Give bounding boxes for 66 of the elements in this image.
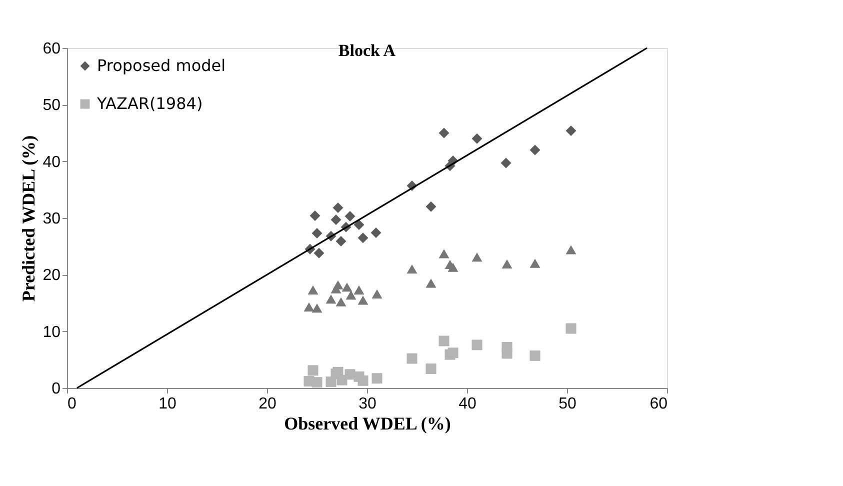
point [438, 336, 450, 346]
point [332, 202, 344, 214]
point [566, 125, 576, 136]
x-tick-label: 30 [358, 396, 376, 412]
point [406, 264, 418, 274]
point [358, 232, 368, 244]
point [358, 296, 368, 305]
point [308, 285, 318, 295]
x-tick-label: 40 [458, 396, 476, 412]
point [426, 363, 436, 374]
point [372, 289, 382, 298]
point [308, 365, 318, 376]
point [406, 353, 418, 364]
point [502, 348, 512, 359]
point [326, 294, 336, 304]
x-axis-title: Observed WDEL (%) [284, 414, 451, 434]
chart-title: Block A [338, 41, 396, 60]
y-tick-label: 0 [52, 380, 61, 398]
point [472, 133, 482, 144]
point [354, 220, 364, 230]
point [502, 259, 512, 268]
point [336, 236, 346, 246]
point [438, 249, 450, 258]
point [314, 248, 324, 258]
point [312, 304, 322, 313]
point [358, 375, 368, 386]
point [312, 377, 322, 388]
x-tick-label: 50 [558, 396, 576, 412]
point [330, 214, 342, 225]
legend-label: Proposed model [97, 56, 226, 75]
point [354, 285, 364, 295]
x-tick-label: 0 [68, 396, 76, 412]
point [312, 228, 322, 239]
point [370, 227, 382, 238]
point [332, 280, 344, 290]
y-axis-title: Predicted WDEL (%) [18, 135, 39, 302]
point [372, 373, 382, 384]
point [438, 128, 450, 138]
point [342, 282, 352, 292]
y-tick-label: 20 [42, 267, 61, 284]
x-tick-label: 20 [258, 396, 276, 412]
point [472, 340, 482, 350]
point [426, 278, 436, 288]
point [472, 252, 482, 262]
point [530, 350, 540, 361]
point [448, 262, 458, 272]
point [426, 201, 436, 212]
legend-label: YAZAR(1984) [96, 94, 203, 113]
point [310, 210, 320, 221]
y-tick-label: 10 [42, 324, 61, 341]
point [448, 348, 458, 358]
y-tick-label: 60 [42, 40, 61, 58]
point [336, 297, 346, 306]
point [346, 290, 356, 300]
point [500, 158, 512, 168]
y-tick-label: 50 [42, 97, 61, 114]
y-tick-label: 40 [42, 154, 61, 171]
x-tick-label: 60 [650, 396, 668, 412]
x-tick-label: 10 [158, 396, 176, 412]
point [530, 258, 540, 268]
point [566, 323, 576, 334]
point [344, 211, 356, 222]
y-tick-label: 30 [42, 210, 61, 228]
point [304, 302, 314, 312]
point [566, 245, 576, 254]
point [530, 144, 540, 156]
